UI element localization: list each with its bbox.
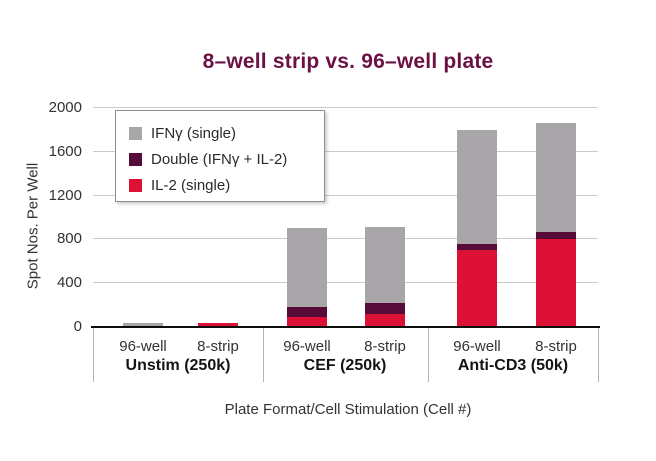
bar-segment [536, 231, 576, 240]
x-axis-group-labels: Unstim (250k) CEF (250k) Anti-CD3 (50k) [93, 357, 598, 375]
group-separator [263, 328, 264, 382]
legend-label-ifng-single: IFNγ (single) [151, 124, 237, 142]
x-tick-label: 96-well [453, 338, 501, 355]
x-axis-tick-labels: 96-well 8-strip 96-well 8-strip 96-well 8-str… [93, 338, 598, 355]
legend-swatch-gray-icon [129, 126, 142, 140]
gridline [93, 194, 598, 196]
x-tick-label: 8-strip [364, 338, 406, 355]
stacked-bar [457, 108, 497, 327]
group-separator [428, 328, 429, 382]
bar-segment [365, 227, 405, 303]
stacked-bar [365, 108, 405, 327]
group-label: Anti-CD3 (50k) [457, 357, 569, 374]
bar-segment [457, 129, 497, 244]
y-tick-label: 800 [56, 230, 82, 248]
y-tick-label: 2000 [48, 99, 82, 116]
x-axis-title: Plate Format/Cell Stimulation (Cell #) [224, 401, 472, 418]
y-tick-label: 1200 [48, 186, 82, 204]
bar-segment [365, 302, 405, 315]
stacked-bar [287, 108, 327, 327]
stacked-bar [536, 108, 576, 327]
gridline [93, 150, 598, 152]
x-tick-label: 96-well [283, 338, 331, 355]
legend-item-il2-single: IL-2 (single) [129, 172, 324, 198]
y-axis-tick-labels: 0 400 800 1200 1600 2000 [28, 99, 82, 335]
bar-segment [365, 314, 405, 327]
y-tick-label: 400 [56, 274, 82, 292]
bar-segment [198, 323, 238, 327]
bar-segment [457, 250, 497, 327]
bar-segment [287, 228, 327, 308]
legend-item-double: Double (IFNγ + IL-2) [129, 146, 324, 172]
bar-segment [287, 317, 327, 327]
legend-item-ifng-single: IFNγ (single) [129, 120, 324, 146]
bar-segment [536, 239, 576, 327]
group-label: CEF (250k) [303, 357, 387, 374]
chart-title: 8–well strip vs. 96–well plate [202, 50, 494, 73]
x-tick-label: 8-strip [197, 338, 239, 355]
x-tick-label: 96-well [119, 338, 167, 355]
gridline [93, 238, 598, 240]
bar-segment [287, 307, 327, 318]
bar-segment [457, 243, 497, 251]
gridline [93, 282, 598, 284]
bar-segment [536, 123, 576, 232]
group-separator [598, 328, 599, 382]
legend-label-double: Double (IFNγ + IL-2) [151, 150, 288, 168]
x-tick-label: 8-strip [535, 338, 577, 355]
group-label: Unstim (250k) [125, 357, 231, 374]
stacked-bar [198, 108, 238, 327]
legend-swatch-red-icon [129, 178, 142, 192]
plot-area [93, 107, 598, 327]
x-axis-line [91, 326, 600, 328]
legend-box: IFNγ (single) Double (IFNγ + IL-2) IL-2 … [115, 110, 325, 202]
y-tick-label: 1600 [48, 142, 82, 160]
legend-label-il2-single: IL-2 (single) [151, 176, 231, 194]
legend-swatch-maroon-icon [129, 152, 142, 166]
group-separator [93, 328, 94, 382]
stacked-bar [123, 108, 163, 327]
gridline [93, 107, 598, 108]
bar-segment [123, 323, 163, 327]
y-tick-label: 0 [73, 318, 82, 335]
